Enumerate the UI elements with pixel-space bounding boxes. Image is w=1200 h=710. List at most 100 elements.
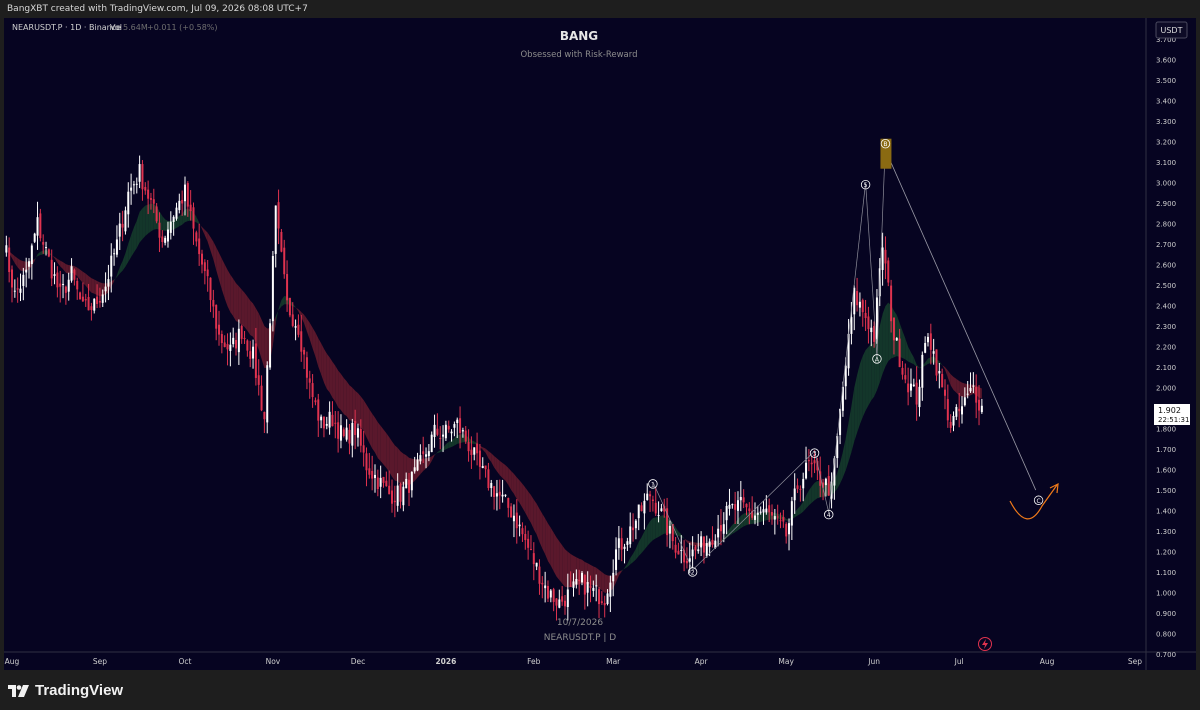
time-tick-label: Aug [5, 657, 20, 666]
ribbon-segment [686, 540, 690, 545]
candle-body [609, 582, 612, 597]
ribbon-segment [811, 482, 815, 503]
price-tick-label: 1.800 [1156, 426, 1176, 434]
candle-body [753, 515, 756, 520]
wave-line [652, 481, 693, 571]
candle-body [714, 540, 717, 548]
ribbon-segment [199, 222, 203, 229]
candle-body [201, 253, 204, 265]
candle-body [158, 222, 161, 238]
price-tick-label: 2.200 [1156, 344, 1176, 352]
candle-body [887, 260, 890, 283]
ribbon-segment [221, 258, 225, 299]
ribbon-segment [162, 216, 166, 231]
ribbon-segment [942, 365, 945, 370]
label-b-box [880, 138, 892, 169]
ribbon-segment [102, 283, 106, 297]
ribbon-segment [947, 370, 951, 386]
candle-body [861, 300, 864, 313]
ribbon-segment [187, 208, 191, 222]
candle-body [308, 378, 311, 383]
ribbon-segment [567, 551, 571, 588]
candle-body [461, 430, 464, 432]
ma-ribbon [4, 203, 982, 593]
candle-body [518, 524, 521, 527]
candle-body [592, 587, 595, 591]
candle-body [498, 491, 501, 496]
ribbon-segment [20, 260, 24, 272]
vol-value: 5.64M [123, 23, 148, 32]
price-chart[interactable]: 1 2 3 4 5 A B C NEARUSDT.P · 1D · Binance Vol 5… [4, 18, 1196, 670]
price-tick-label: 3.100 [1156, 159, 1176, 167]
candle-body [359, 428, 362, 446]
candle-body [515, 512, 518, 529]
candle-body [952, 415, 955, 426]
candle-body [657, 515, 660, 517]
price-tick-label: 3.600 [1156, 57, 1176, 65]
candle-body [558, 599, 561, 608]
ribbon-segment [627, 557, 631, 567]
wave-label-ring [824, 509, 834, 520]
ribbon-segment [443, 444, 446, 451]
price-axis: 3.700 3.600 3.500 3.400 3.300 3.200 3.100 3.000… [1156, 36, 1176, 659]
candle-body [192, 207, 195, 229]
candle-body [402, 486, 405, 506]
candle-body [546, 585, 549, 599]
candle-body [382, 476, 385, 483]
ribbon-segment [681, 534, 685, 539]
candle-body [11, 269, 13, 288]
wave-label-ring [860, 179, 871, 190]
projection-line [885, 149, 1037, 491]
candle-body [850, 317, 853, 334]
ribbon-segment [944, 367, 948, 378]
tradingview-logo[interactable]: TradingView [8, 682, 123, 699]
candle-body [776, 516, 779, 518]
candle-body [240, 326, 243, 339]
candle-body [915, 382, 918, 405]
candle-body [674, 544, 677, 553]
ribbon-segment [43, 250, 47, 255]
price-tick-label: 2.700 [1156, 241, 1176, 249]
ribbon-segment [840, 451, 843, 484]
price-tick-label: 3.300 [1156, 118, 1176, 126]
candle-body [561, 596, 564, 602]
ribbon-segment [905, 338, 909, 362]
candle-body [719, 525, 722, 532]
candle-body [771, 512, 774, 516]
candle-body [680, 549, 683, 551]
ribbon-segment [406, 455, 410, 486]
candle-body [317, 399, 320, 421]
ribbon-segment [14, 256, 18, 268]
candle-body [16, 288, 19, 290]
countdown: 22:51:31 [1158, 416, 1189, 424]
ribbon-segment [502, 463, 506, 481]
ribbon-segment [244, 292, 248, 331]
candle-body [195, 232, 198, 242]
candle-body [975, 387, 978, 403]
candle-body [365, 453, 368, 471]
lightning-icon[interactable] [978, 637, 992, 651]
time-tick-label: Apr [695, 657, 709, 666]
candle-body [76, 281, 79, 290]
currency-button[interactable]: USDT [1155, 21, 1188, 39]
candle-body [331, 414, 334, 427]
ribbon-segment [885, 302, 889, 367]
ribbon-segment [661, 515, 665, 536]
ribbon-segment [902, 330, 906, 360]
candle-body [337, 422, 340, 439]
chart-panel[interactable]: 1 2 3 4 5 A B C NEARUSDT.P · 1D · Binance Vol 5… [4, 18, 1196, 670]
ribbon-segment [116, 267, 120, 277]
ribbon-segment [967, 384, 971, 397]
ribbon-segment [525, 487, 529, 519]
price-tick-label: 0.800 [1156, 631, 1176, 639]
price-tick-label: 1.000 [1156, 590, 1176, 598]
ribbon-segment [834, 473, 838, 493]
candle-body [169, 221, 172, 233]
candle-body [858, 301, 861, 308]
candle-body [300, 331, 303, 352]
wave-label-1: 1 [651, 481, 655, 488]
candle-body [932, 351, 935, 354]
time-axis: Aug Sep Oct Nov Dec 2026 Feb Mar Apr May Jun Jul Aug… [5, 657, 1143, 666]
wave-label-ring [1033, 495, 1044, 505]
ribbon-segment [882, 306, 886, 374]
